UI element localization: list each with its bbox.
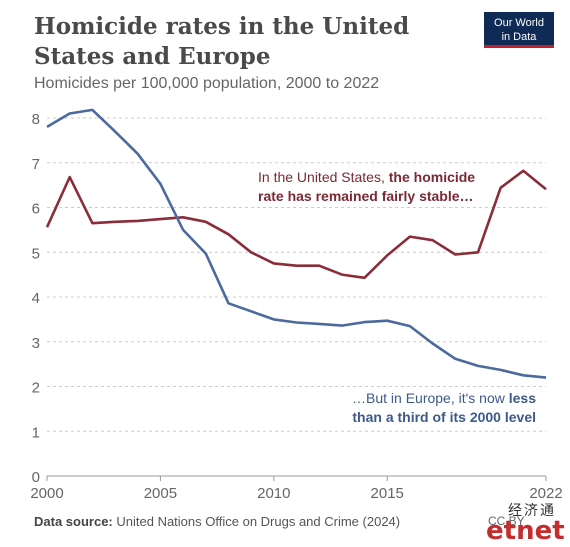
y-tick-label: 5: [32, 245, 40, 262]
x-tick-label: 2005: [144, 485, 177, 502]
data-source: Data source: United Nations Office on Dr…: [34, 514, 400, 529]
y-tick-label: 8: [32, 111, 40, 128]
y-tick-label: 7: [32, 156, 40, 173]
us-annotation-plain: In the United States,: [258, 169, 389, 185]
watermark-chinese: 经济通: [508, 502, 556, 518]
watermark-logo: etnet: [486, 516, 565, 546]
europe-annotation-bold-1: less: [508, 390, 536, 406]
source-text: United Nations Office on Drugs and Crime…: [116, 514, 401, 529]
logo-line-1: Our World: [494, 17, 544, 29]
x-tick-label: 2022: [529, 485, 562, 502]
y-tick-label: 4: [32, 290, 40, 307]
us-annotation: In the United States, the homicide rate …: [258, 168, 475, 206]
owid-logo[interactable]: Our World in Data: [484, 12, 554, 48]
europe-annotation: …But in Europe, it's now less than a thi…: [352, 389, 536, 427]
y-tick-label: 3: [32, 335, 40, 352]
us-annotation-bold-2: rate has remained fairly stable…: [258, 188, 474, 204]
us-series-line: [45, 169, 547, 280]
y-tick-label: 0: [32, 469, 40, 486]
europe-annotation-bold-2: than a third of its 2000 level: [352, 409, 536, 425]
europe-series-line: [46, 108, 547, 379]
chart-subtitle: Homicides per 100,000 population, 2000 t…: [34, 75, 380, 92]
chart-title: Homicide rates in the United States and …: [34, 13, 410, 70]
y-tick-label: 6: [32, 201, 40, 218]
x-tick-label: 2010: [257, 485, 290, 502]
y-tick-label: 1: [32, 424, 40, 441]
logo-line-2: in Data: [501, 31, 537, 43]
x-tick-label: 2015: [371, 485, 404, 502]
europe-annotation-plain: …But in Europe, it's now: [352, 390, 509, 406]
source-label: Data source:: [34, 514, 113, 529]
y-tick-label: 2: [32, 380, 40, 397]
us-annotation-bold-1: the homicide: [388, 169, 476, 185]
x-tick-label: 2000: [30, 485, 63, 502]
license-label: CC BY: [488, 514, 525, 528]
